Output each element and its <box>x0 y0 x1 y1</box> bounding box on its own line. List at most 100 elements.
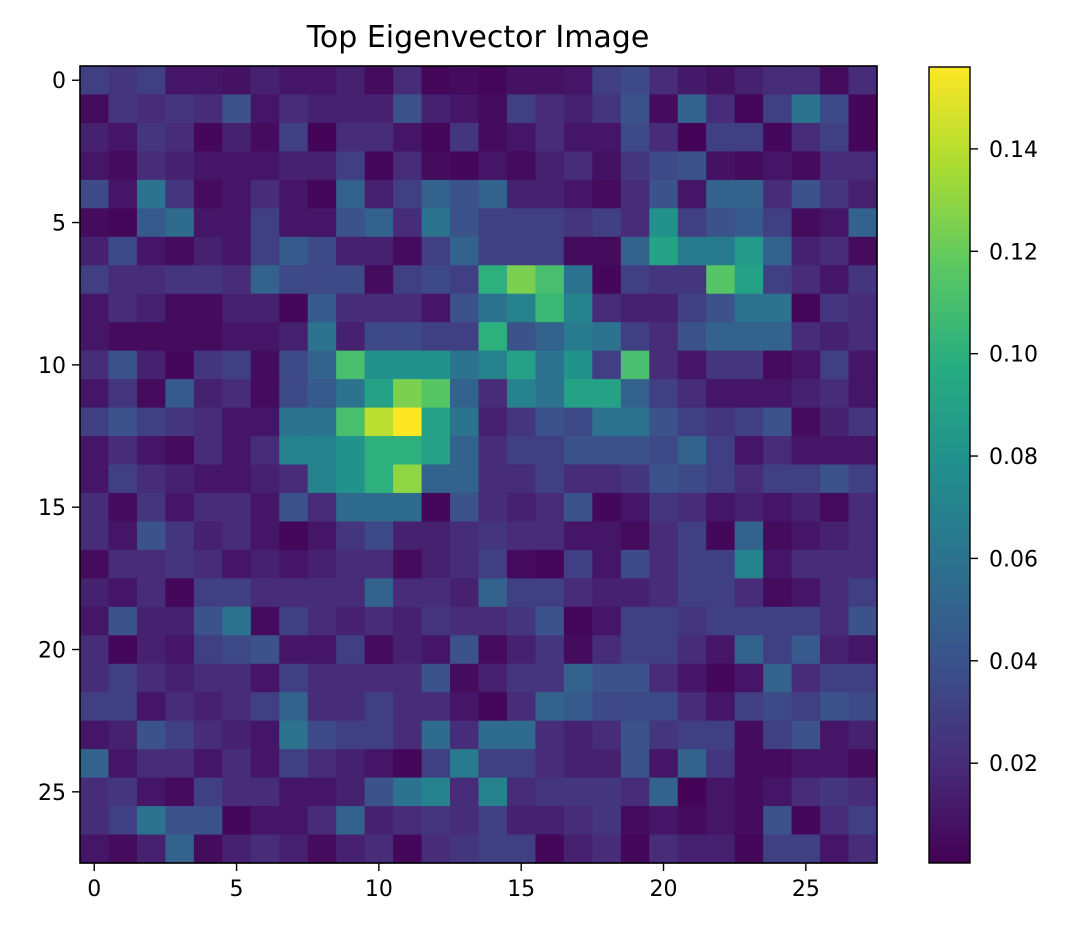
heatmap-cell <box>706 606 736 636</box>
heatmap-cell <box>478 436 508 466</box>
heatmap-cell <box>450 720 480 750</box>
heatmap-cell <box>393 777 423 807</box>
heatmap-cell <box>421 749 451 779</box>
heatmap-cell <box>506 436 537 466</box>
heatmap-cell <box>193 265 223 295</box>
heatmap-cell <box>393 578 423 608</box>
heatmap-cell <box>563 350 593 380</box>
heatmap-cell <box>393 492 423 523</box>
heatmap-cell <box>279 66 309 96</box>
heatmap-cell <box>279 179 309 209</box>
heatmap-cell <box>108 663 138 693</box>
heatmap-cell <box>421 122 451 152</box>
heatmap-cell <box>706 379 736 409</box>
heatmap-cell <box>478 749 508 779</box>
heatmap-cell <box>592 606 622 636</box>
heatmap-cell <box>563 407 593 437</box>
heatmap-cell <box>535 692 565 722</box>
heatmap-cell <box>165 635 195 665</box>
heatmap-cell <box>734 777 764 807</box>
heatmap-cell <box>450 151 480 181</box>
heatmap-cell <box>421 692 451 722</box>
heatmap-cell <box>563 122 593 152</box>
heatmap-cell <box>450 350 480 380</box>
heatmap-cell <box>80 350 110 380</box>
heatmap-cell <box>393 749 423 779</box>
heatmap-cell <box>307 692 337 722</box>
heatmap-cell <box>763 236 793 266</box>
heatmap-cell <box>848 777 878 807</box>
heatmap-cell <box>563 151 593 181</box>
heatmap-cell <box>791 834 821 864</box>
heatmap-cell <box>706 777 736 807</box>
colorbar-ticks: 0.02 0.04 0.06 0.08 0.10 0.12 0.14 <box>970 138 1038 777</box>
heatmap-cell <box>165 151 195 181</box>
heatmap-cell <box>535 806 565 836</box>
heatmap-cell <box>791 578 821 608</box>
heatmap-cell <box>706 834 736 864</box>
heatmap-cell <box>364 265 394 295</box>
heatmap-cell <box>478 379 508 409</box>
heatmap-cell <box>763 578 793 608</box>
heatmap-cell <box>364 293 394 323</box>
heatmap-cell <box>677 549 707 579</box>
heatmap-cell <box>421 322 451 352</box>
colorbar-tick-label: 0.04 <box>989 650 1038 675</box>
heatmap-cell <box>450 407 480 437</box>
heatmap-cell <box>193 720 223 750</box>
heatmap-cell <box>848 720 878 750</box>
x-axis-ticks: 0 5 10 15 20 25 <box>87 863 820 902</box>
heatmap-cell <box>393 94 423 124</box>
heatmap-cell <box>734 236 764 266</box>
heatmap-cell <box>307 122 337 152</box>
heatmap-cell <box>108 606 138 636</box>
heatmap-cell <box>848 606 878 636</box>
heatmap-cell <box>279 407 309 437</box>
heatmap-cell <box>677 521 707 551</box>
heatmap-cell <box>108 151 138 181</box>
heatmap-cell <box>450 322 480 352</box>
heatmap-cell <box>393 606 423 636</box>
heatmap-cell <box>535 407 565 437</box>
heatmap-cell <box>279 322 309 352</box>
heatmap-cell <box>108 806 138 836</box>
heatmap-cell <box>450 236 480 266</box>
heatmap-cell <box>193 379 223 409</box>
heatmap-cell <box>250 464 280 494</box>
heatmap-cell <box>136 122 166 152</box>
heatmap-cell <box>592 777 622 807</box>
y-tick-label: 25 <box>38 781 66 806</box>
heatmap-cell <box>763 66 793 96</box>
heatmap-cell <box>535 379 565 409</box>
heatmap-cell <box>364 578 394 608</box>
heatmap-cell <box>848 549 878 579</box>
heatmap-cell <box>250 208 280 238</box>
heatmap-cell <box>677 492 707 523</box>
heatmap-cell <box>136 94 166 124</box>
heatmap-cell <box>506 464 537 494</box>
heatmap-cell <box>279 777 309 807</box>
heatmap-cell <box>364 179 394 209</box>
heatmap-cell <box>649 606 679 636</box>
x-tick-label: 25 <box>792 877 820 902</box>
heatmap-cell <box>677 606 707 636</box>
heatmap-cell <box>734 749 764 779</box>
heatmap-cell <box>393 379 423 409</box>
heatmap-cell <box>80 635 110 665</box>
heatmap-cell <box>136 350 166 380</box>
heatmap-cell <box>506 122 537 152</box>
heatmap-cell <box>336 151 366 181</box>
heatmap-cell <box>307 578 337 608</box>
heatmap-cell <box>336 777 366 807</box>
heatmap-cell <box>222 464 252 494</box>
heatmap-cell <box>848 151 878 181</box>
heatmap-cell <box>421 379 451 409</box>
heatmap-cell <box>421 777 451 807</box>
heatmap-cell <box>165 179 195 209</box>
heatmap-cell <box>250 749 280 779</box>
heatmap-cell <box>706 293 736 323</box>
heatmap-cell <box>393 407 423 437</box>
heatmap-cell <box>222 692 252 722</box>
heatmap-cell <box>421 521 451 551</box>
heatmap-cell <box>478 94 508 124</box>
